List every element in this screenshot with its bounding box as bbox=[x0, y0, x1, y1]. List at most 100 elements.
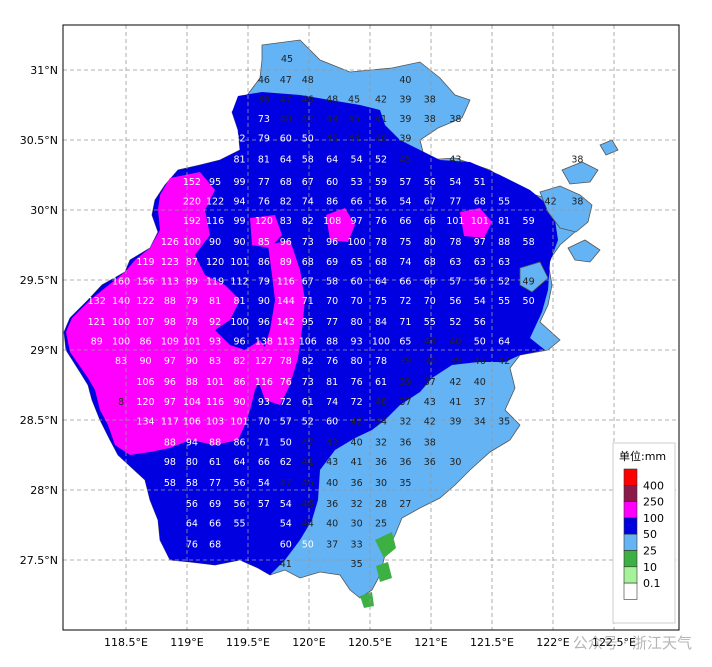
station-value: 144 bbox=[277, 296, 295, 307]
station-value: 104 bbox=[183, 397, 201, 408]
station-value: 78 bbox=[449, 237, 461, 248]
station-value: 44 bbox=[302, 519, 314, 530]
station-value: 68 bbox=[375, 257, 387, 268]
station-value: 66 bbox=[209, 519, 221, 530]
station-value: 64 bbox=[375, 276, 387, 287]
station-value: 59 bbox=[523, 216, 535, 227]
station-value: 50 bbox=[302, 540, 314, 551]
station-value: 68 bbox=[280, 177, 292, 188]
station-value: 66 bbox=[424, 276, 436, 287]
station-value: 39 bbox=[399, 114, 411, 125]
station-value: 46 bbox=[302, 499, 314, 510]
station-value: 54 bbox=[399, 197, 411, 208]
station-value: 39 bbox=[399, 356, 411, 367]
station-value: 50 bbox=[302, 134, 314, 145]
station-value: 122 bbox=[136, 296, 154, 307]
station-value: 120 bbox=[206, 257, 224, 268]
station-value: 58 bbox=[523, 237, 535, 248]
station-value: 45 bbox=[326, 134, 338, 145]
station-value: 82 bbox=[233, 134, 245, 145]
station-value: 27 bbox=[399, 499, 411, 510]
station-value: 96 bbox=[326, 237, 338, 248]
station-value: 38 bbox=[449, 114, 461, 125]
station-value: 81 bbox=[498, 216, 510, 227]
station-value: 52 bbox=[449, 317, 461, 328]
station-value: 99 bbox=[233, 177, 245, 188]
station-value: 49 bbox=[523, 276, 535, 287]
station-value: 82 bbox=[302, 356, 314, 367]
station-value: 35 bbox=[351, 559, 363, 570]
station-value: 40 bbox=[326, 478, 338, 489]
axis-ticks: 31°N 30.5°N 30°N 29.5°N 29°N 28.5°N 28°N 27.5°N… bbox=[20, 64, 636, 649]
station-value: 57 bbox=[449, 276, 461, 287]
station-value: 75 bbox=[375, 296, 387, 307]
station-value: 36 bbox=[399, 457, 411, 468]
station-value: 107 bbox=[136, 317, 154, 328]
station-value: 69 bbox=[209, 499, 221, 510]
station-value: 109 bbox=[161, 337, 179, 348]
station-value: 39 bbox=[449, 356, 461, 367]
station-value: 40 bbox=[351, 437, 363, 448]
station-value: 34 bbox=[424, 356, 436, 367]
station-value: 87 bbox=[186, 257, 198, 268]
station-value: 81 bbox=[233, 155, 245, 166]
station-value: 80 bbox=[424, 237, 436, 248]
station-value: 70 bbox=[326, 296, 338, 307]
station-value: 54 bbox=[449, 177, 461, 188]
station-value: 88 bbox=[164, 296, 176, 307]
station-value: 38 bbox=[424, 437, 436, 448]
station-value: 119 bbox=[136, 257, 154, 268]
station-value: 38 bbox=[424, 114, 436, 125]
station-value: 61 bbox=[209, 457, 221, 468]
legend-swatch bbox=[623, 566, 638, 584]
station-value: 32 bbox=[351, 499, 363, 510]
station-value: 37 bbox=[326, 540, 338, 551]
station-value: 106 bbox=[136, 377, 154, 388]
legend-swatch bbox=[623, 468, 638, 486]
station-value: 40 bbox=[474, 377, 486, 388]
station-value: 61 bbox=[375, 377, 387, 388]
station-value: 44 bbox=[348, 134, 360, 145]
lon-tick-label: 122.5°E bbox=[592, 636, 636, 649]
station-value: 142 bbox=[277, 317, 295, 328]
magenta-zone-north bbox=[250, 215, 282, 248]
station-value: 47 bbox=[280, 94, 292, 105]
legend-label: 50 bbox=[643, 528, 657, 541]
lat-tick-label: 27.5°N bbox=[20, 554, 58, 567]
green-zone-c bbox=[360, 592, 374, 608]
station-value: 66 bbox=[258, 457, 270, 468]
station-value: 116 bbox=[255, 377, 273, 388]
station-value: 67 bbox=[302, 177, 314, 188]
station-value: 126 bbox=[161, 237, 179, 248]
station-value: 72 bbox=[399, 296, 411, 307]
legend-label: 25 bbox=[643, 545, 657, 558]
station-value: 98 bbox=[164, 317, 176, 328]
legend-label: 400 bbox=[643, 479, 664, 492]
station-value: 52 bbox=[498, 276, 510, 287]
green-zone-a bbox=[375, 532, 396, 558]
station-value: 28 bbox=[375, 499, 387, 510]
station-value: 68 bbox=[474, 197, 486, 208]
station-value: 42 bbox=[302, 114, 314, 125]
station-value: 34 bbox=[474, 416, 486, 427]
station-value: 40 bbox=[449, 337, 461, 348]
station-value: 38 bbox=[571, 197, 583, 208]
station-value: 75 bbox=[399, 237, 411, 248]
station-value: 101 bbox=[183, 337, 201, 348]
station-value: 64 bbox=[233, 457, 245, 468]
station-value: 68 bbox=[209, 540, 221, 551]
station-value: 90 bbox=[258, 296, 270, 307]
station-value: 54 bbox=[474, 296, 486, 307]
station-value: 8 bbox=[118, 397, 124, 408]
station-value: 97 bbox=[351, 216, 363, 227]
station-value: 40 bbox=[280, 114, 292, 125]
station-value: 36 bbox=[399, 437, 411, 448]
station-value: 79 bbox=[258, 276, 270, 287]
station-value: 47 bbox=[280, 478, 292, 489]
station-value: 45 bbox=[281, 54, 293, 65]
station-value: 48 bbox=[375, 397, 387, 408]
station-value: 100 bbox=[230, 317, 248, 328]
station-value: 74 bbox=[302, 197, 314, 208]
station-value: 64 bbox=[498, 337, 510, 348]
station-value: 43 bbox=[449, 155, 461, 166]
